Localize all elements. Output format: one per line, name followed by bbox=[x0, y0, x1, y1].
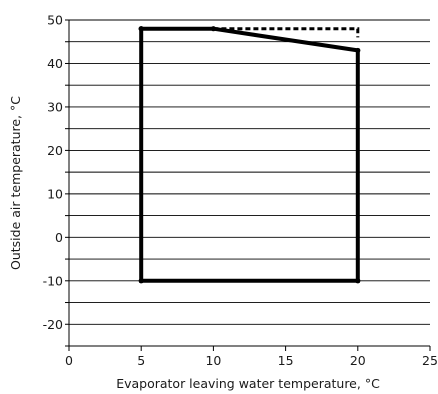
y-tick-label: 10 bbox=[47, 186, 63, 201]
x-tick-label: 25 bbox=[422, 353, 438, 368]
y-tick-label: -10 bbox=[43, 273, 63, 288]
x-tick-label: 0 bbox=[65, 353, 73, 368]
envelope-vertex-point bbox=[138, 278, 144, 284]
envelope-vertex-point bbox=[355, 47, 361, 54]
x-tick-label: 10 bbox=[205, 353, 221, 368]
x-axis-title: Evaporator leaving water temperature, °C bbox=[116, 376, 380, 391]
axes bbox=[65, 19, 431, 351]
y-tick-label: 50 bbox=[47, 13, 63, 28]
grid-lines bbox=[69, 19, 430, 347]
x-tick-label: 15 bbox=[278, 353, 294, 368]
x-tick-label: 5 bbox=[137, 353, 145, 368]
y-tick-label: 20 bbox=[47, 143, 63, 158]
series-lines bbox=[138, 26, 361, 284]
dashed-limit-line bbox=[213, 27, 360, 38]
y-tick-label: 40 bbox=[47, 56, 63, 71]
y-tick-label: -20 bbox=[43, 317, 63, 332]
operating-envelope-line bbox=[139, 26, 360, 283]
y-tick-label: 0 bbox=[55, 230, 63, 245]
envelope-vertex-point bbox=[138, 26, 144, 32]
x-tick-label: 20 bbox=[350, 353, 366, 368]
y-axis-title: Outside air temperature, °C bbox=[8, 96, 23, 270]
envelope-vertex-point bbox=[355, 278, 361, 284]
tick-labels: 0 5 10 15 20 25 50 40 30 20 10 0 -10 -20 bbox=[43, 13, 438, 369]
y-tick-label: 30 bbox=[47, 99, 63, 114]
